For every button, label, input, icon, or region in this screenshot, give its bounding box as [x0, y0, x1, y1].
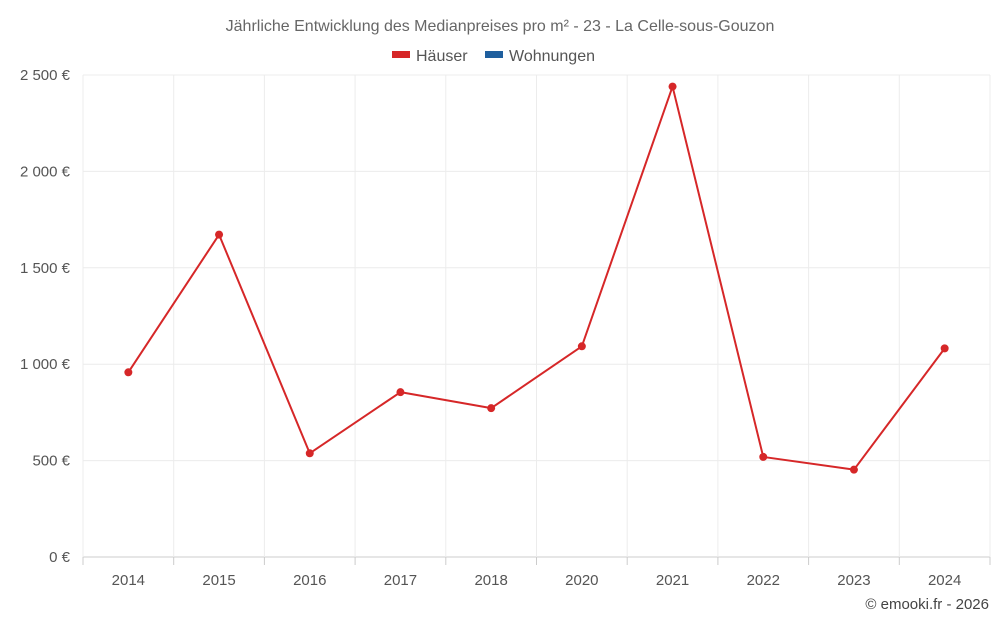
x-axis: 2014 2015 2016 2017 2018 2020 2021 2022 2023 2024	[112, 572, 962, 589]
legend-swatch-haeuser[interactable]	[392, 51, 410, 58]
series-haeuser	[124, 82, 949, 474]
y-tick-label: 500 €	[32, 453, 70, 470]
legend-swatch-wohnungen[interactable]	[485, 51, 503, 58]
x-tick-label: 2016	[293, 572, 326, 589]
x-tick-label: 2017	[384, 572, 417, 589]
credit-text: © emooki.fr - 2026	[865, 596, 989, 613]
x-tick-label: 2018	[474, 572, 507, 589]
data-point-haeuser[interactable]	[305, 449, 314, 458]
y-tick-label: 1 500 €	[20, 260, 71, 277]
legend-label-wohnungen[interactable]: Wohnungen	[509, 48, 595, 65]
data-point-haeuser[interactable]	[487, 404, 496, 413]
data-point-haeuser[interactable]	[124, 368, 133, 377]
x-tick-label: 2024	[928, 572, 961, 589]
data-point-haeuser[interactable]	[668, 82, 677, 91]
legend-label-haeuser[interactable]: Häuser	[416, 48, 468, 65]
y-tick-label: 2 500 €	[20, 67, 71, 84]
x-tick-label: 2014	[112, 572, 145, 589]
y-axis: 0 € 500 € 1 000 € 1 500 € 2 000 € 2 500 €	[20, 67, 71, 566]
data-point-haeuser[interactable]	[940, 344, 949, 353]
x-tick-label: 2021	[656, 572, 689, 589]
x-tick-label: 2015	[202, 572, 235, 589]
x-tick-label: 2022	[747, 572, 780, 589]
data-point-haeuser[interactable]	[759, 452, 768, 461]
data-point-haeuser[interactable]	[849, 465, 858, 474]
y-tick-label: 0 €	[49, 549, 71, 566]
chart-title: Jährliche Entwicklung des Medianpreises …	[226, 18, 775, 35]
x-tick-label: 2020	[565, 572, 598, 589]
legend: Häuser Wohnungen	[392, 48, 595, 65]
x-tick-label: 2023	[837, 572, 870, 589]
data-point-haeuser[interactable]	[215, 230, 224, 239]
data-point-haeuser[interactable]	[396, 388, 405, 397]
y-tick-label: 1 000 €	[20, 356, 71, 373]
y-tick-label: 2 000 €	[20, 163, 71, 180]
grid	[82, 74, 991, 565]
series-line-haeuser	[127, 85, 946, 471]
data-point-haeuser[interactable]	[577, 342, 586, 351]
